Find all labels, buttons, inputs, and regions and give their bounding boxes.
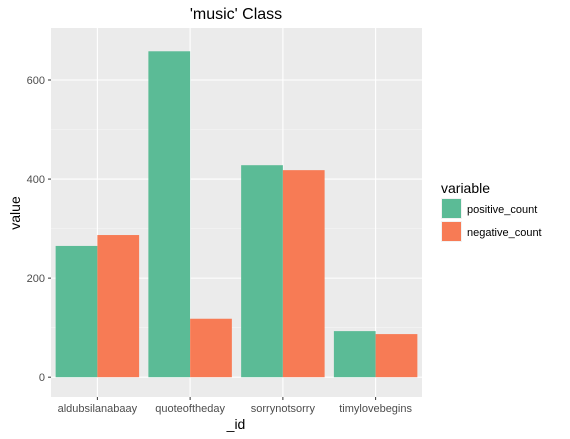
y-tick-label: 600 (27, 75, 45, 87)
bar-negative_count (190, 319, 232, 377)
bar-negative_count (283, 170, 325, 377)
legend: variable positive_count negative_count (441, 180, 542, 242)
x-tick-label: quoteoftheday (155, 403, 225, 415)
legend-swatch (442, 222, 461, 241)
x-tick-label: aldubsilanabaay (58, 403, 138, 415)
bar-positive_count (148, 51, 190, 377)
bar-positive_count (241, 165, 283, 377)
y-tick-label: 0 (39, 372, 45, 384)
chart-title: 'music' Class (190, 6, 282, 23)
legend-title: variable (441, 180, 490, 196)
bar-positive_count (334, 331, 376, 377)
legend-swatch (442, 199, 461, 218)
bar-positive_count (56, 246, 98, 377)
x-axis: aldubsilanabaay quoteoftheday sorrynotsorr… (58, 397, 413, 415)
bar-negative_count (376, 334, 418, 377)
y-axis-title: value (7, 196, 23, 230)
x-tick-label: timylovebegins (339, 403, 412, 415)
y-tick-label: 400 (27, 174, 45, 186)
legend-label: negative_count (467, 227, 542, 239)
y-axis: 0 200 400 600 (27, 75, 51, 384)
x-tick-label: sorrynotsorry (251, 403, 316, 415)
bar-negative_count (97, 235, 139, 377)
x-axis-title: _id (226, 416, 246, 432)
y-tick-label: 200 (27, 273, 45, 285)
legend-label: positive_count (467, 204, 537, 216)
